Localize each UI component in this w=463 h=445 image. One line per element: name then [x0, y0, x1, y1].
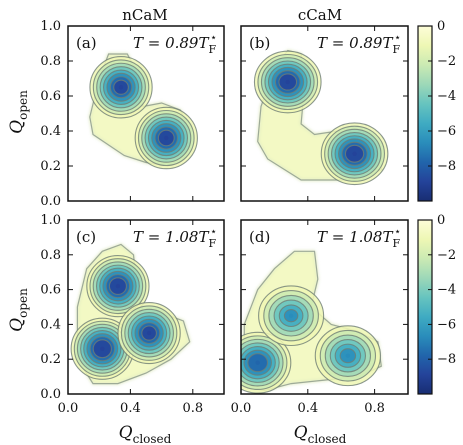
panel-frame: [240, 219, 409, 395]
y-axis-label-bottom: Qopen: [7, 288, 30, 332]
free-energy-surface: [253, 49, 389, 186]
panel-d: 0.0 0.4 0.8 (d) T = 1.08TF⋆: [231, 219, 409, 416]
y-tick-label: 0.0: [40, 387, 61, 402]
colorbar-scale: [417, 219, 433, 395]
temperature-label: T = 0.89TF⋆: [133, 31, 217, 56]
y-axis-label-top: Qopen: [7, 90, 30, 134]
free-energy-surface: [70, 243, 191, 385]
basin-minimum: [255, 360, 260, 365]
colorbar-tick-label: −2: [437, 54, 456, 69]
basin-minimum: [164, 135, 169, 141]
x-tick-label: 0.4: [120, 401, 141, 416]
x-tick-label: 0.0: [58, 401, 79, 416]
temperature-unit-sub: F: [392, 43, 400, 56]
panel-frame: [240, 25, 409, 202]
colorbar-tick-label: −8: [437, 159, 456, 174]
svg-text:Qopen: Qopen: [7, 288, 30, 332]
free-energy-surface: [241, 250, 382, 394]
y-tick-label: 0.8: [40, 248, 61, 263]
free-energy-surface: [89, 53, 198, 170]
y-axis-label-main: Q: [7, 318, 27, 332]
x-tick-label: 0.4: [297, 401, 318, 416]
temperature-unit-sup: ⋆: [210, 225, 217, 238]
temperature-unit-sup: ⋆: [394, 225, 401, 238]
temperature-value: T = 1.08T: [133, 228, 210, 246]
temperature-unit-sub: F: [208, 237, 216, 250]
basin-minimum: [146, 330, 152, 336]
panel-b: (b) T = 0.89TF⋆: [240, 25, 409, 202]
temperature-unit-sub: F: [208, 43, 216, 56]
y-axis-label-sub: open: [16, 288, 30, 318]
y-tick-label: 0.8: [40, 54, 61, 69]
colorbar-tick-label: 0: [437, 213, 445, 228]
colorbar-tick-label: 0: [437, 19, 445, 34]
basin-minimum: [352, 151, 357, 156]
y-tick-label: 0.6: [40, 283, 61, 298]
panel-frame: [67, 25, 225, 202]
colorbars: 0 −2 −4 −6 −8 0 −2 −4 −6 −8: [417, 19, 456, 395]
y-tick-label: 0.6: [40, 89, 61, 104]
colorbar-tick-label: −4: [437, 89, 456, 104]
colorbar-tick-label: −2: [437, 248, 456, 263]
y-tick-label: 0.2: [40, 352, 61, 367]
temperature-label: T = 1.08TF⋆: [133, 225, 217, 250]
temperature-unit-sup: ⋆: [210, 31, 217, 44]
contour-outer: [243, 250, 382, 392]
y-tick-label: 1.0: [40, 213, 61, 228]
basin-minimum: [115, 283, 121, 289]
colorbar-scale: [417, 25, 433, 202]
panel-frame: [67, 219, 225, 395]
colorbar-2: 0 −2 −4 −6 −8: [417, 213, 456, 395]
basin-minimum: [100, 346, 105, 351]
panel-a: 0.0 0.2 0.4 0.6 0.8 1.0 (a) T = 0.89TF⋆: [40, 19, 225, 209]
temperature-label: T = 1.08TF⋆: [317, 225, 401, 250]
panel-label: (a): [76, 34, 97, 52]
temperature-unit-sub: F: [392, 237, 400, 250]
colorbar-tick-label: −6: [437, 317, 456, 332]
x-tick-label: 0.8: [364, 401, 385, 416]
column-title-ncam: nCaM: [122, 6, 167, 24]
temperature-value: T = 1.08T: [317, 228, 394, 246]
y-tick-label: 0.4: [40, 124, 61, 139]
colorbar-1: 0 −2 −4 −6 −8: [417, 19, 456, 202]
panel-label: (d): [249, 228, 270, 246]
y-axis-label-sub: open: [16, 90, 30, 120]
basin-minimum: [288, 313, 294, 318]
temperature-unit-sup: ⋆: [394, 31, 401, 44]
temperature-value: T = 0.89T: [317, 34, 394, 52]
basin-minimum: [118, 85, 124, 90]
x-axis-label-left: Qclosed: [119, 423, 172, 445]
temperature-label: T = 0.89TF⋆: [317, 31, 401, 56]
basin-minimum: [345, 353, 351, 358]
panel-label: (b): [249, 34, 270, 52]
x-tick-label: 0.0: [231, 401, 252, 416]
colorbar-tick-label: −6: [437, 124, 456, 139]
colorbar-tick-label: −4: [437, 283, 456, 298]
temperature-value: T = 0.89T: [133, 34, 210, 52]
y-tick-label: 0.2: [40, 159, 61, 174]
panel-label: (c): [76, 228, 96, 246]
y-axis-label-main: Q: [7, 120, 27, 134]
column-title-ccam: cCaM: [298, 6, 342, 24]
colorbar-tick-label: −8: [437, 352, 456, 367]
basin-minimum: [285, 79, 290, 85]
x-axis-label-right: Qclosed: [294, 423, 347, 445]
panel-c: 0.0 0.4 0.8 0.0 0.2 0.4 0.6 0.8 1.0 (c) T = 1.08TF…: [40, 213, 225, 416]
y-tick-label: 0.4: [40, 317, 61, 332]
y-tick-label: 1.0: [40, 19, 61, 34]
y-tick-label: 0.0: [40, 194, 61, 209]
svg-text:Qopen: Qopen: [7, 90, 30, 134]
x-tick-label: 0.8: [182, 401, 203, 416]
